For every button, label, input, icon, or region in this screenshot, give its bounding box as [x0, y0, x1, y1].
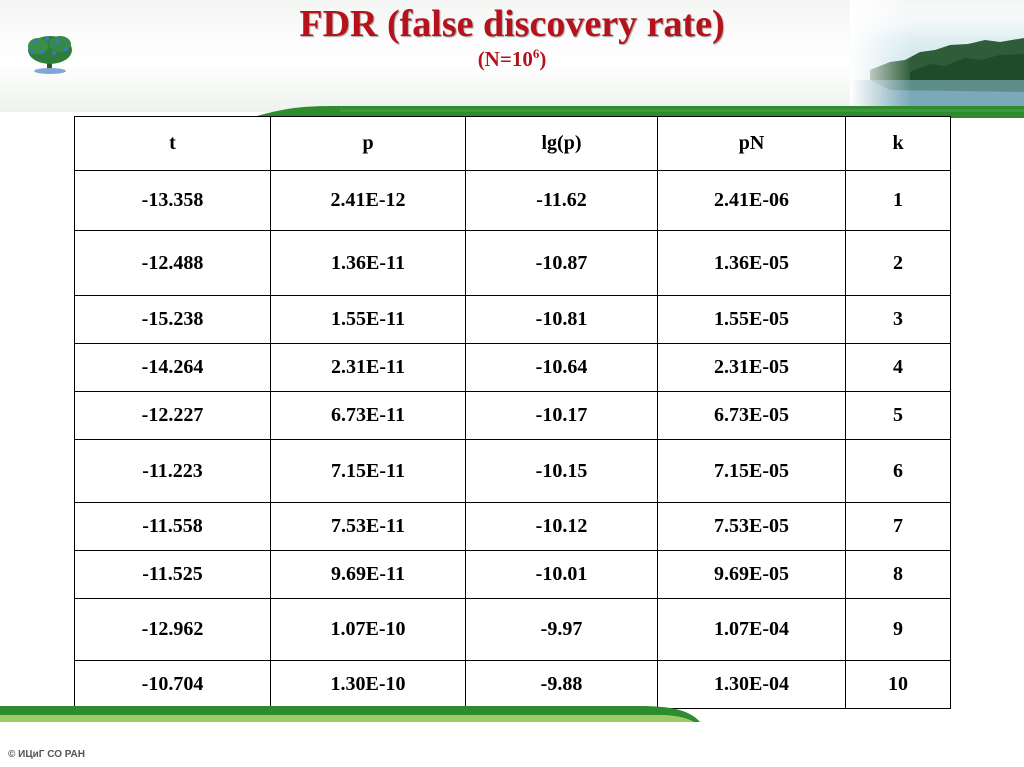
cell-p: 1.36E-11 [270, 230, 466, 296]
cell-k: 8 [845, 550, 951, 599]
fdr-table: t p lg(p) pN k -13.358 2.41E-12 -11.62 2… [74, 116, 951, 709]
cell-p: 2.31E-11 [270, 343, 466, 392]
cell-pn: 7.53E-05 [657, 502, 846, 551]
cell-p: 1.07E-10 [270, 598, 466, 661]
cell-t: -11.525 [74, 550, 271, 599]
slide-header: FDR (false discovery rate) (N=106) [0, 0, 1024, 112]
cell-lg-p: -10.64 [465, 343, 658, 392]
table-row: -11.525 9.69E-11 -10.01 9.69E-05 8 [74, 550, 951, 599]
cell-pn: 9.69E-05 [657, 550, 846, 599]
table-row: -13.358 2.41E-12 -11.62 2.41E-06 1 [74, 170, 951, 231]
table-header-row: t p lg(p) pN k [74, 116, 951, 171]
cell-k: 2 [845, 230, 951, 296]
slide-title: FDR (false discovery rate) [299, 3, 725, 45]
table-row: -12.962 1.07E-10 -9.97 1.07E-04 9 [74, 598, 951, 661]
cell-k: 6 [845, 439, 951, 503]
cell-t: -12.488 [74, 230, 271, 296]
cell-pn: 1.30E-04 [657, 660, 846, 709]
cell-p: 1.30E-10 [270, 660, 466, 709]
header-t: t [74, 116, 271, 171]
cell-t: -11.223 [74, 439, 271, 503]
lake-forest-landscape [850, 0, 1024, 112]
cell-p: 7.15E-11 [270, 439, 466, 503]
cell-k: 1 [845, 170, 951, 231]
cell-pn: 1.55E-05 [657, 295, 846, 344]
cell-t: -13.358 [74, 170, 271, 231]
cell-p: 2.41E-12 [270, 170, 466, 231]
header-lg-p: lg(p) [465, 116, 658, 171]
cell-t: -12.227 [74, 391, 271, 440]
cell-lg-p: -10.01 [465, 550, 658, 599]
cell-k: 9 [845, 598, 951, 661]
table-row: -12.227 6.73E-11 -10.17 6.73E-05 5 [74, 391, 951, 440]
cell-pn: 2.41E-06 [657, 170, 846, 231]
cell-lg-p: -10.15 [465, 439, 658, 503]
cell-t: -15.238 [74, 295, 271, 344]
cell-pn: 2.31E-05 [657, 343, 846, 392]
cell-k: 7 [845, 502, 951, 551]
cell-k: 4 [845, 343, 951, 392]
cell-t: -11.558 [74, 502, 271, 551]
cell-k: 10 [845, 660, 951, 709]
table-row: -10.704 1.30E-10 -9.88 1.30E-04 10 [74, 660, 951, 709]
header-pn: pN [657, 116, 846, 171]
subtitle-prefix: (N=10 [477, 47, 533, 71]
cell-lg-p: -10.12 [465, 502, 658, 551]
cell-k: 5 [845, 391, 951, 440]
table-row: -11.558 7.53E-11 -10.12 7.53E-05 7 [74, 502, 951, 551]
cell-p: 7.53E-11 [270, 502, 466, 551]
slide-subtitle: (N=106) [0, 46, 1024, 72]
copyright-footer: © ИЦиГ СО РАН [8, 749, 85, 760]
cell-lg-p: -9.97 [465, 598, 658, 661]
cell-t: -10.704 [74, 660, 271, 709]
cell-k: 3 [845, 295, 951, 344]
cell-pn: 1.36E-05 [657, 230, 846, 296]
tree-logo-icon [28, 36, 72, 74]
subtitle-suffix: ) [539, 47, 547, 71]
cell-lg-p: -10.81 [465, 295, 658, 344]
cell-lg-p: -11.62 [465, 170, 658, 231]
header-k: k [845, 116, 951, 171]
subtitle-exponent: 6 [532, 46, 540, 61]
table-row: -14.264 2.31E-11 -10.64 2.31E-05 4 [74, 343, 951, 392]
cell-pn: 7.15E-05 [657, 439, 846, 503]
table-row: -15.238 1.55E-11 -10.81 1.55E-05 3 [74, 295, 951, 344]
cell-p: 6.73E-11 [270, 391, 466, 440]
cell-pn: 1.07E-04 [657, 598, 846, 661]
cell-lg-p: -9.88 [465, 660, 658, 709]
cell-t: -12.962 [74, 598, 271, 661]
top-accent-bar [250, 106, 1024, 118]
cell-pn: 6.73E-05 [657, 391, 846, 440]
table-row: -11.223 7.15E-11 -10.15 7.15E-05 6 [74, 439, 951, 503]
header-p: p [270, 116, 466, 171]
cell-lg-p: -10.17 [465, 391, 658, 440]
cell-lg-p: -10.87 [465, 230, 658, 296]
cell-t: -14.264 [74, 343, 271, 392]
table-row: -12.488 1.36E-11 -10.87 1.36E-05 2 [74, 230, 951, 296]
cell-p: 1.55E-11 [270, 295, 466, 344]
cell-p: 9.69E-11 [270, 550, 466, 599]
bottom-accent-bar [0, 706, 700, 722]
